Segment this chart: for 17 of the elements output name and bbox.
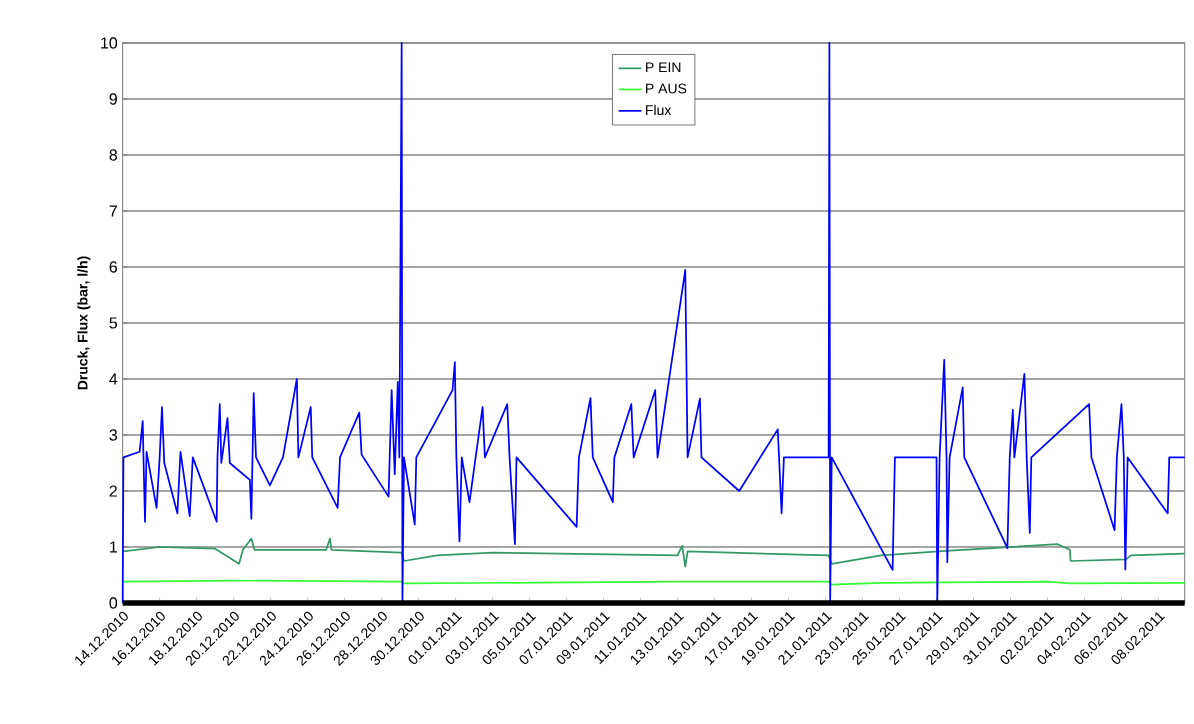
y-tick-label: 2 — [109, 485, 117, 497]
y-tick-label: 3 — [109, 429, 118, 441]
y-tick-label: 7 — [109, 205, 117, 217]
line-series — [121, 42, 1186, 604]
y-tick-label: 10 — [101, 37, 118, 49]
line-series — [122, 537, 1186, 568]
y-tick-label: 0 — [109, 597, 118, 609]
y-tick-label: 1 — [110, 541, 117, 553]
y-tick-label: 5 — [109, 317, 118, 329]
legend-label: Flux — [646, 104, 672, 116]
y-axis-title: Druck, Flux (bar, l/h) — [77, 256, 91, 390]
y-tick-label: 4 — [109, 373, 118, 385]
y-tick-label: 9 — [109, 93, 117, 105]
y-tick-label: 8 — [109, 149, 118, 161]
y-tick-label: 6 — [109, 261, 118, 273]
legend-label: P AUS — [646, 83, 687, 94]
legend-label: P EIN — [646, 62, 681, 73]
